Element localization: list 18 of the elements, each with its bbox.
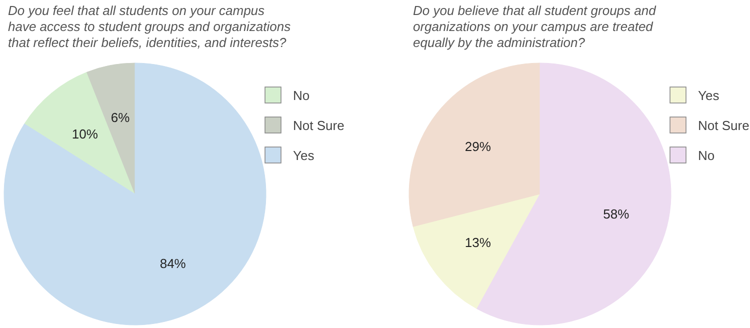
legend-label: No [698,148,715,163]
chart-title: Do you feel that all students on your campus have access to student groups and organizations that reflect their beliefs, identities, and interests? [8,3,292,50]
pie-slice [24,72,136,194]
pie-slice [412,194,540,310]
data-label: 6% [110,110,130,125]
legend-label: No [293,88,310,103]
data-label: 10% [72,126,98,142]
legend-label: Yes [698,88,720,103]
legend-label: Not Sure [698,118,750,133]
legend-label: Not Sure [293,118,344,133]
data-label: 29% [464,138,492,154]
chart-title: Do you believe that all student groups and organizations on your campus are treated equally by the administration? [413,3,657,50]
legend-label: Yes [293,148,315,163]
pie-slice [408,62,540,227]
data-label: 84% [160,256,186,271]
data-label: 13% [464,235,492,250]
pie-slice [4,62,266,326]
data-label: 58% [603,206,630,222]
